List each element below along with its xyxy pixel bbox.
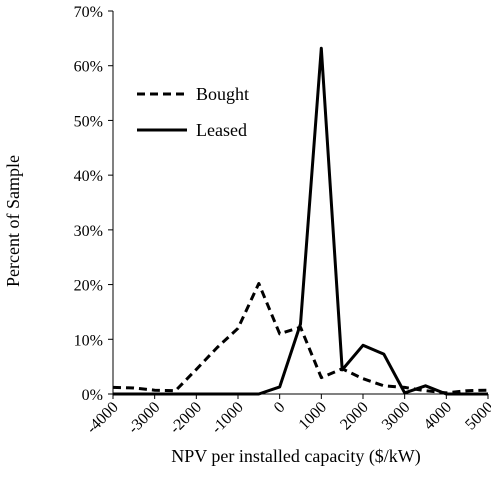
x-tick-label: 0: [271, 399, 289, 417]
x-tick-label: -1000: [208, 399, 246, 437]
legend-label-leased: Leased: [196, 120, 247, 140]
x-tick-label: 1000: [296, 399, 331, 434]
y-tick-label: 30%: [74, 223, 103, 240]
series-line-bought: [112, 282, 489, 395]
y-tick-label: 20%: [74, 278, 103, 295]
axes: 0% 10% 20% 30% 40% 50% 60% 70% -4000 -3000 -2000-…: [74, 4, 491, 437]
series-line-leased: [113, 46, 488, 396]
x-tick-label: -3000: [125, 399, 163, 437]
x-tick-label: 2000: [337, 399, 372, 434]
x-tick-label: 4000: [421, 399, 456, 434]
y-tick-label: 40%: [74, 168, 103, 185]
y-axis-title: Percent of Sample: [3, 155, 23, 287]
x-tick-label: 5000: [462, 399, 491, 434]
y-tick-label: 50%: [74, 113, 103, 130]
y-tick-label: 10%: [74, 332, 103, 349]
y-tick-label: 0%: [82, 387, 103, 404]
legend-label-bought: Bought: [196, 84, 249, 104]
y-tick-label: 60%: [74, 59, 103, 76]
x-tick-label: -4000: [83, 399, 121, 437]
x-tick-label: 3000: [379, 399, 414, 434]
legend: Bought Leased: [137, 84, 249, 140]
y-tick-label: 70%: [74, 4, 103, 21]
x-axis-title: NPV per installed capacity ($/kW): [171, 446, 421, 467]
plot-lines: [112, 46, 489, 396]
x-ticks: -4000 -3000 -2000 -1000 0 1000 2000 3000 4000 500…: [83, 394, 491, 437]
x-tick-label: -2000: [167, 399, 205, 437]
y-ticks: 0% 10% 20% 30% 40% 50% 60% 70%: [74, 4, 113, 404]
